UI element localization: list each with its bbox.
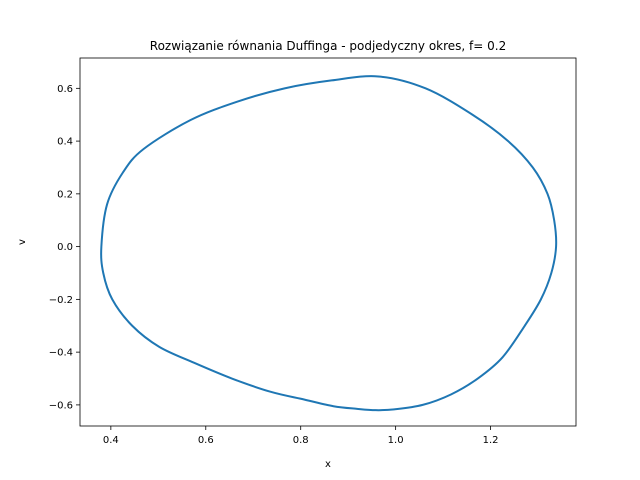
series-layer	[100, 75, 558, 412]
plot-area	[80, 58, 576, 426]
y-axis: −0.6 −0.4 −0.2 0.0 0.2 0.4 0.6	[49, 84, 80, 411]
y-tick-label: 0.2	[57, 189, 73, 200]
x-axis-label: x	[325, 459, 331, 470]
y-tick-label: −0.2	[49, 295, 73, 306]
y-tick-label: −0.6	[49, 400, 73, 411]
plot-frame	[79, 57, 577, 427]
chart-title: Rozwiązanie równania Duffinga - podjedyc…	[150, 39, 506, 53]
x-tick-label: 1.0	[388, 435, 404, 446]
series-line-0	[100, 75, 558, 412]
y-axis-label: v	[17, 239, 28, 245]
x-tick-label: 0.8	[293, 435, 309, 446]
y-tick-label: 0.0	[57, 242, 73, 253]
y-tick-label: 0.6	[57, 84, 73, 95]
x-tick-label: 0.6	[198, 435, 214, 446]
x-tick-label: 0.4	[103, 435, 119, 446]
x-axis: 0.4 0.6 0.8 1.0 1.2	[103, 426, 499, 446]
y-tick-label: 0.4	[57, 137, 73, 148]
x-tick-label: 1.2	[483, 435, 499, 446]
y-tick-label: −0.4	[49, 348, 73, 359]
